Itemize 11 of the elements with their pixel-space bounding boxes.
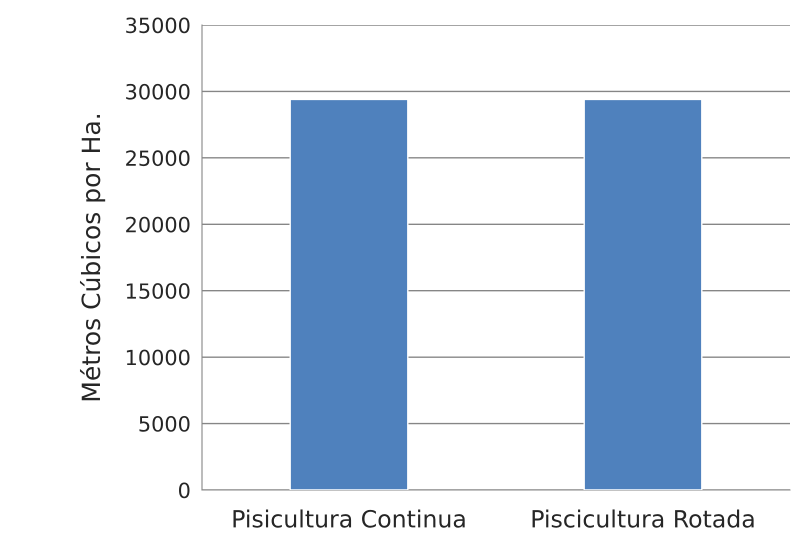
x-tick-label: Pisicultura Continua	[233, 509, 465, 528]
y-tick-label: 20000	[126, 216, 190, 232]
y-tick-label: 25000	[126, 150, 190, 166]
y-tick-label: 10000	[126, 350, 190, 366]
x-tick-label: Piscicultura Rotada	[532, 509, 754, 528]
y-tick-label: 30000	[126, 84, 190, 100]
y-tick-label: 35000	[126, 17, 190, 34]
y-tick-label: 5000	[139, 416, 190, 432]
y-tick-label: 15000	[126, 283, 190, 299]
y-tick-label: 0	[179, 482, 190, 498]
y-axis-title: Métros Cúbicos por Ha.	[80, 115, 106, 400]
